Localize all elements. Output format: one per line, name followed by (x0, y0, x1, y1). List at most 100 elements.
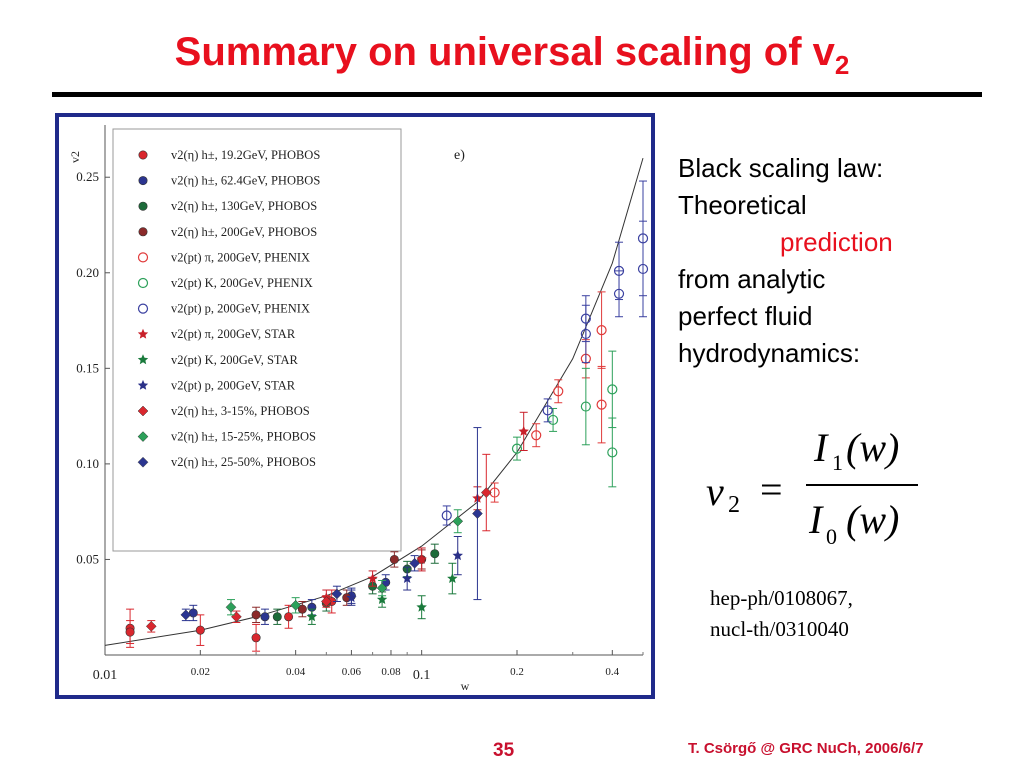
data-point (376, 594, 388, 604)
data-point (441, 510, 452, 521)
formula-denominator: I (809, 497, 823, 542)
page-title: Summary on universal scaling of v2 (0, 30, 1024, 81)
data-point (251, 610, 261, 620)
data-point (607, 447, 618, 458)
legend-label: v2(η) h±, 200GeV, PHOBOS (171, 225, 317, 239)
data-point (297, 604, 307, 614)
legend-marker (137, 252, 149, 263)
formula-denominator-sub: 0 (826, 524, 837, 549)
legend-marker (138, 150, 148, 160)
data-point (290, 599, 302, 611)
data-point (580, 401, 591, 412)
data-point (637, 263, 649, 275)
data-point (195, 625, 205, 635)
legend-marker (137, 303, 149, 314)
y-tick-label: 0.10 (76, 456, 99, 471)
data-point (452, 550, 463, 561)
data-point (401, 573, 413, 583)
data-point (125, 627, 135, 637)
legend-marker (137, 456, 149, 468)
formula-numerator: I (814, 425, 828, 470)
data-point (580, 313, 591, 324)
x-axis-label: w (461, 679, 470, 693)
data-point (188, 608, 198, 618)
explanation-line-5: perfect fluid (678, 301, 813, 331)
data-point (409, 557, 420, 569)
explanation-line-4: from analytic (678, 264, 826, 294)
scaling-formula: v 2 = I 1 (w) I 0 (w) (706, 420, 926, 570)
legend-label: v2(pt) p, 200GeV, PHENIX (171, 302, 310, 316)
y-axis-label: v2 (68, 151, 82, 163)
legend-marker (137, 354, 149, 365)
formula-numerator-sub: 1 (832, 450, 843, 475)
data-point (553, 386, 564, 397)
explanation-highlight: prediction (780, 227, 893, 257)
y-tick-label: 0.25 (76, 169, 99, 184)
legend-label: v2(η) h±, 15-25%, PHOBOS (171, 430, 316, 444)
explanation-line-2: Theoretical (678, 190, 807, 220)
legend-label: v2(η) h±, 25-50%, PHOBOS (171, 455, 316, 469)
data-point (607, 384, 618, 395)
data-point (452, 515, 464, 527)
page-number: 35 (493, 740, 515, 761)
data-point (480, 487, 492, 498)
legend-marker (138, 227, 148, 237)
fraction-bar (806, 484, 918, 486)
data-point (472, 508, 483, 519)
legend-marker (137, 277, 149, 289)
x-tick-label: 0.04 (286, 666, 306, 678)
formula-numerator-arg: (w) (846, 425, 900, 470)
footer-citation: T. Csörgő @ GRC NuCh, 2006/6/7 (688, 740, 924, 757)
legend-marker (137, 379, 149, 390)
data-point (613, 288, 625, 299)
data-point (225, 601, 237, 613)
explanation-line-6: hydrodynamics: (678, 338, 861, 368)
chart-frame: 0.05 0.10 0.15 0.20 0.25 0.01 0.02 0.04 0.06 0.08… (55, 113, 655, 699)
legend-label: v2(η) h±, 62.4GeV, PHOBOS (171, 174, 320, 188)
data-point (416, 601, 427, 612)
x-tick-label: 0.2 (510, 666, 524, 678)
legend-marker (137, 405, 149, 417)
data-point (416, 553, 427, 564)
formula-lhs-sub: 2 (728, 492, 740, 518)
formula-equals: = (760, 467, 783, 512)
panel-label: e) (454, 148, 465, 163)
legend-marker (138, 176, 148, 186)
x-tick-label: 0.01 (93, 668, 118, 683)
data-point (447, 573, 458, 583)
formula-lhs: v (706, 469, 724, 514)
title-main: Summary on universal scaling of v (174, 30, 835, 74)
legend-label: v2(pt) π, 200GeV, PHENIX (171, 250, 310, 264)
legend-label: v2(pt) K, 200GeV, PHENIX (171, 276, 313, 290)
data-point (430, 549, 440, 559)
data-point (376, 582, 388, 594)
data-point (596, 399, 607, 410)
y-tick-label: 0.15 (76, 360, 99, 375)
data-point (389, 554, 399, 564)
data-point (346, 592, 357, 603)
chart: 0.05 0.10 0.15 0.20 0.25 0.01 0.02 0.04 0.06 0.08… (68, 125, 649, 693)
data-point (306, 611, 318, 622)
legend-label: v2(pt) K, 200GeV, STAR (171, 353, 299, 367)
data-point (180, 609, 192, 621)
references: hep-ph/0108067, nucl-th/0310040 (710, 583, 853, 645)
data-point (542, 405, 553, 416)
x-tick-label: 0.4 (605, 666, 619, 678)
data-point (331, 588, 343, 600)
legend-marker (137, 431, 149, 442)
legend-label: v2(pt) p, 200GeV, STAR (171, 378, 296, 392)
x-tick-label: 0.08 (381, 666, 401, 678)
data-point (251, 633, 261, 643)
legend-label: v2(η) h±, 3-15%, PHOBOS (171, 404, 310, 418)
explanation-text: Black scaling law: Theoretical predictio… (678, 150, 893, 372)
explanation-line-1: Black scaling law: (678, 153, 884, 183)
y-tick-label: 0.05 (76, 551, 99, 566)
reference-1: hep-ph/0108067, (710, 586, 853, 610)
title-subscript: 2 (834, 50, 850, 80)
reference-2: nucl-th/0310040 (710, 617, 849, 641)
formula-denominator-arg: (w) (846, 497, 900, 542)
legend-box (112, 128, 402, 552)
data-point (596, 325, 607, 336)
legend-label: v2(pt) π, 200GeV, STAR (171, 327, 296, 341)
data-point (260, 612, 270, 622)
